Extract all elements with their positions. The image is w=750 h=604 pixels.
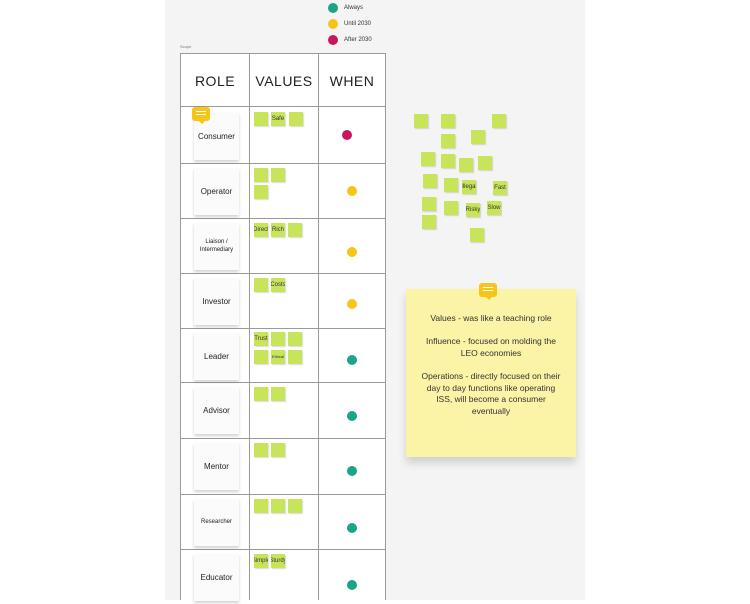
value-sticky[interactable] xyxy=(254,350,268,364)
cluster-sticky[interactable] xyxy=(459,158,473,172)
table-row[interactable]: Liaison / Intermediary Direct Rich xyxy=(181,219,385,274)
value-sticky[interactable]: Simple xyxy=(254,554,268,568)
always-dot xyxy=(347,523,357,533)
cluster-sticky[interactable]: Risky xyxy=(466,203,480,217)
legend-label: Always xyxy=(344,5,364,11)
header-values: VALUES xyxy=(255,72,313,89)
value-sticky[interactable] xyxy=(271,443,285,457)
value-sticky[interactable]: Sturdy xyxy=(271,554,285,568)
value-sticky[interactable] xyxy=(289,112,303,126)
role-card-mentor[interactable]: Mentor xyxy=(194,443,239,490)
until-2030-dot xyxy=(347,299,357,309)
cluster-sticky[interactable] xyxy=(422,215,436,229)
legend-item-always: Always xyxy=(328,0,372,16)
legend: Always Until 2030 After 2030 xyxy=(328,0,372,48)
always-dot xyxy=(347,411,357,421)
value-sticky[interactable] xyxy=(271,332,285,346)
notes-sticky[interactable]: Values - was like a teaching role Influe… xyxy=(406,289,576,457)
value-sticky[interactable] xyxy=(254,112,268,126)
legend-label: Until 2030 xyxy=(344,21,372,27)
header-when: WHEN xyxy=(329,72,375,89)
cluster-sticky[interactable] xyxy=(470,228,484,242)
value-sticky[interactable] xyxy=(254,168,268,182)
value-sticky[interactable] xyxy=(271,499,285,513)
comment-icon[interactable] xyxy=(192,107,210,124)
cluster-sticky[interactable] xyxy=(423,174,437,188)
value-sticky[interactable] xyxy=(254,499,268,513)
value-sticky[interactable] xyxy=(288,223,302,237)
role-card-investor[interactable]: Investor xyxy=(194,278,239,325)
until-2030-dot xyxy=(347,247,357,257)
table-row[interactable]: Operator xyxy=(181,164,385,219)
table-row[interactable]: Investor Costs xyxy=(181,274,385,329)
table-row[interactable]: Researcher xyxy=(181,495,385,550)
value-sticky[interactable] xyxy=(271,168,285,182)
after-2030-dot xyxy=(328,35,338,45)
role-card-researcher[interactable]: Researcher xyxy=(194,499,239,546)
role-card-leader[interactable]: Leader xyxy=(194,333,239,380)
table-row[interactable]: Educator Simple Sturdy xyxy=(181,550,385,604)
value-sticky[interactable] xyxy=(288,499,302,513)
value-sticky[interactable]: Ethical xyxy=(271,350,285,364)
cluster-sticky[interactable] xyxy=(441,134,455,148)
value-sticky[interactable]: Costs xyxy=(271,278,285,292)
role-card-advisor[interactable]: Advisor xyxy=(194,387,239,434)
roles-table[interactable]: ROLE VALUES WHEN Consumer Safe Operator … xyxy=(180,53,386,601)
legend-label: After 2030 xyxy=(344,37,372,43)
value-sticky[interactable] xyxy=(254,387,268,401)
after-2030-dot xyxy=(342,130,352,140)
value-sticky[interactable]: Trust xyxy=(254,332,268,346)
note-paragraph: Values - was like a teaching role xyxy=(430,313,552,323)
cluster-sticky[interactable] xyxy=(441,114,455,128)
table-row[interactable]: Mentor xyxy=(181,439,385,495)
column-divider xyxy=(249,53,250,600)
always-dot xyxy=(328,3,338,13)
value-sticky[interactable] xyxy=(254,278,268,292)
cluster-sticky[interactable] xyxy=(414,114,428,128)
legend-item-after-2030: After 2030 xyxy=(328,32,372,48)
always-dot xyxy=(347,466,357,476)
column-divider xyxy=(318,53,319,600)
value-sticky[interactable]: Rich xyxy=(271,223,285,237)
until-2030-dot xyxy=(347,186,357,196)
cluster-sticky[interactable] xyxy=(422,197,436,211)
cluster-sticky[interactable]: Illegal xyxy=(462,180,476,194)
value-sticky[interactable] xyxy=(288,350,302,364)
value-sticky[interactable] xyxy=(271,387,285,401)
cluster-sticky[interactable] xyxy=(421,152,435,166)
legend-item-until-2030: Until 2030 xyxy=(328,16,372,32)
cluster-sticky[interactable]: Slow xyxy=(487,201,501,215)
value-sticky[interactable]: Direct xyxy=(254,223,268,237)
cluster-sticky[interactable]: Fast xyxy=(493,181,507,195)
cluster-sticky[interactable] xyxy=(478,156,492,170)
cluster-sticky[interactable] xyxy=(441,154,455,168)
comment-icon[interactable] xyxy=(479,283,497,300)
value-sticky[interactable] xyxy=(254,443,268,457)
always-dot xyxy=(347,580,357,590)
value-sticky[interactable] xyxy=(288,332,302,346)
value-sticky[interactable] xyxy=(254,185,268,199)
role-card-operator[interactable]: Operator xyxy=(194,168,239,215)
cluster-sticky[interactable] xyxy=(444,201,458,215)
header-role: ROLE xyxy=(194,72,236,89)
always-dot xyxy=(347,355,357,365)
note-content: Values - was like a teaching role Influe… xyxy=(418,313,564,429)
cluster-sticky[interactable] xyxy=(471,130,485,144)
frame-label: Scope xyxy=(180,44,192,49)
until-2030-dot xyxy=(328,19,338,29)
table-header: ROLE VALUES WHEN xyxy=(181,53,385,107)
table-row[interactable]: Consumer Safe xyxy=(181,107,385,164)
cluster-sticky[interactable] xyxy=(444,178,458,192)
note-paragraph: Operations - directly focused on their d… xyxy=(421,371,561,416)
table-row[interactable]: Advisor xyxy=(181,383,385,439)
note-paragraph: Influence - focused on molding the LEO e… xyxy=(426,336,556,358)
role-card-liaison[interactable]: Liaison / Intermediary xyxy=(194,223,239,270)
cluster-sticky[interactable] xyxy=(492,114,506,128)
table-row[interactable]: Leader Trust Ethical xyxy=(181,329,385,383)
value-sticky[interactable]: Safe xyxy=(271,112,285,126)
role-card-educator[interactable]: Educator xyxy=(194,554,239,601)
